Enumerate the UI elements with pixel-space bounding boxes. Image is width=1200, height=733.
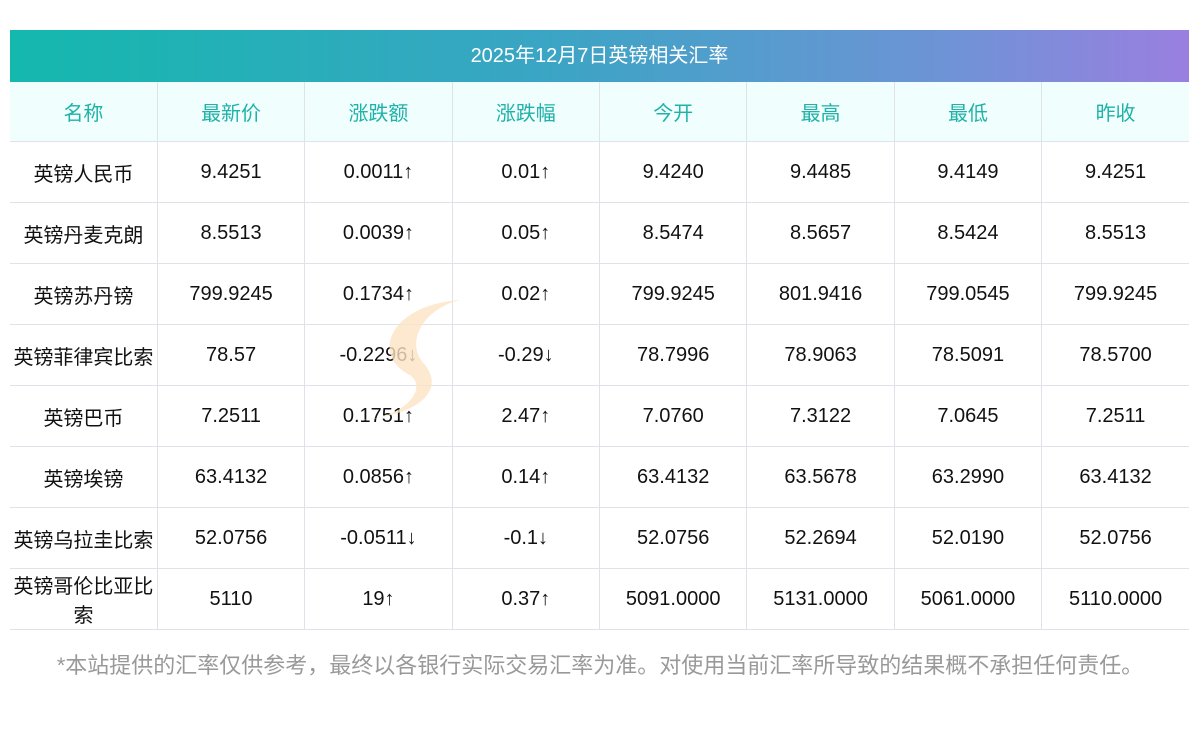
high-price: 7.3122: [746, 385, 895, 447]
latest-price: 8.5513: [156, 202, 306, 264]
column-header: 昨收: [1041, 82, 1189, 142]
table-row: 英镑苏丹镑 799.9245 0.1734↑ 0.02↑ 799.9245 801.941…: [10, 263, 1189, 325]
change-percent: 0.01↑: [451, 141, 601, 203]
currency-name: 英镑菲律宾比索: [10, 324, 158, 386]
latest-price: 799.9245: [156, 263, 306, 325]
latest-price: 7.2511: [156, 385, 306, 447]
change-percent: 2.47↑: [451, 385, 601, 447]
table-row: 英镑菲律宾比索 78.57 -0.2296↓ -0.29↓ 78.7996 78.9063…: [10, 324, 1189, 386]
high-price: 8.5657: [746, 202, 895, 264]
open-price: 799.9245: [598, 263, 748, 325]
change-percent: 0.02↑: [451, 263, 601, 325]
low-price: 799.0545: [893, 263, 1043, 325]
rate-table-panel: 2025年12月7日英镑相关汇率 名称 最新价 涨跌额 涨跌幅 今开 最高 最低 昨收 英镑人…: [10, 30, 1189, 630]
table-row: 英镑埃镑 63.4132 0.0856↑ 0.14↑ 63.4132 63.5678 63.…: [10, 446, 1189, 508]
prev-close: 7.2511: [1041, 385, 1189, 447]
change-amount: 0.1734↑: [304, 263, 453, 325]
table-title: 2025年12月7日英镑相关汇率: [10, 30, 1189, 82]
currency-name: 英镑人民币: [10, 141, 158, 203]
prev-close: 5110.0000: [1041, 568, 1189, 630]
latest-price: 52.0756: [156, 507, 306, 569]
open-price: 9.4240: [598, 141, 748, 203]
change-percent: 0.37↑: [451, 568, 601, 630]
exchange-rate-table: 名称 最新价 涨跌额 涨跌幅 今开 最高 最低 昨收 英镑人民币 9.4251 0.0011↑ 0.…: [10, 82, 1189, 630]
low-price: 7.0645: [893, 385, 1043, 447]
high-price: 63.5678: [746, 446, 895, 508]
change-percent: -0.29↓: [451, 324, 601, 386]
high-price: 801.9416: [746, 263, 895, 325]
change-amount: 0.0039↑: [304, 202, 453, 264]
prev-close: 799.9245: [1041, 263, 1189, 325]
table-row: 英镑乌拉圭比索 52.0756 -0.0511↓ -0.1↓ 52.0756 52.269…: [10, 507, 1189, 569]
low-price: 8.5424: [893, 202, 1043, 264]
column-header: 涨跌幅: [451, 82, 601, 142]
column-header: 最高: [746, 82, 895, 142]
table-header-row: 名称 最新价 涨跌额 涨跌幅 今开 最高 最低 昨收: [10, 82, 1189, 142]
column-header: 最低: [893, 82, 1043, 142]
change-amount: 0.0011↑: [304, 141, 453, 203]
high-price: 78.9063: [746, 324, 895, 386]
open-price: 8.5474: [598, 202, 748, 264]
prev-close: 63.4132: [1041, 446, 1189, 508]
latest-price: 63.4132: [156, 446, 306, 508]
low-price: 52.0190: [893, 507, 1043, 569]
change-amount: -0.0511↓: [304, 507, 453, 569]
currency-name: 英镑丹麦克朗: [10, 202, 158, 264]
latest-price: 5110: [156, 568, 306, 630]
currency-name: 英镑埃镑: [10, 446, 158, 508]
change-percent: 0.05↑: [451, 202, 601, 264]
currency-name: 英镑苏丹镑: [10, 263, 158, 325]
low-price: 63.2990: [893, 446, 1043, 508]
change-amount: 19↑: [304, 568, 453, 630]
open-price: 5091.0000: [598, 568, 748, 630]
prev-close: 52.0756: [1041, 507, 1189, 569]
disclaimer-footnote: *本站提供的汇率仅供参考，最终以各银行实际交易汇率为准。对使用当前汇率所导致的结…: [56, 653, 1144, 678]
change-percent: 0.14↑: [451, 446, 601, 508]
latest-price: 78.57: [156, 324, 306, 386]
currency-name: 英镑哥伦比亚比索: [10, 568, 158, 630]
column-header: 涨跌额: [304, 82, 453, 142]
latest-price: 9.4251: [156, 141, 306, 203]
table-row: 英镑人民币 9.4251 0.0011↑ 0.01↑ 9.4240 9.4485 9.414…: [10, 141, 1189, 203]
column-header: 今开: [598, 82, 748, 142]
prev-close: 9.4251: [1041, 141, 1189, 203]
column-header: 名称: [10, 82, 158, 142]
low-price: 5061.0000: [893, 568, 1043, 630]
table-row: 英镑丹麦克朗 8.5513 0.0039↑ 0.05↑ 8.5474 8.5657 8.54…: [10, 202, 1189, 264]
currency-name: 英镑巴币: [10, 385, 158, 447]
high-price: 52.2694: [746, 507, 895, 569]
change-percent: -0.1↓: [451, 507, 601, 569]
table-row: 英镑巴币 7.2511 0.1751↑ 2.47↑ 7.0760 7.3122 7.0645…: [10, 385, 1189, 447]
column-header: 最新价: [156, 82, 306, 142]
change-amount: 0.1751↑: [304, 385, 453, 447]
open-price: 78.7996: [598, 324, 748, 386]
prev-close: 8.5513: [1041, 202, 1189, 264]
currency-name: 英镑乌拉圭比索: [10, 507, 158, 569]
open-price: 63.4132: [598, 446, 748, 508]
high-price: 9.4485: [746, 141, 895, 203]
open-price: 52.0756: [598, 507, 748, 569]
table-row: 英镑哥伦比亚比索 5110 19↑ 0.37↑ 5091.0000 5131.0000 50…: [10, 568, 1189, 630]
change-amount: 0.0856↑: [304, 446, 453, 508]
change-amount: -0.2296↓: [304, 324, 453, 386]
high-price: 5131.0000: [746, 568, 895, 630]
prev-close: 78.5700: [1041, 324, 1189, 386]
open-price: 7.0760: [598, 385, 748, 447]
low-price: 9.4149: [893, 141, 1043, 203]
low-price: 78.5091: [893, 324, 1043, 386]
